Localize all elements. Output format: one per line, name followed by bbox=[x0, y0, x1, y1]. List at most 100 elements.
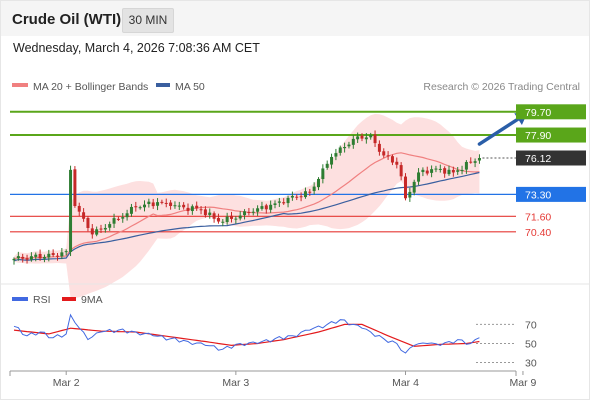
candle bbox=[129, 203, 133, 217]
candle-body bbox=[112, 218, 116, 224]
candle-body bbox=[47, 253, 51, 258]
candle-body bbox=[56, 255, 59, 257]
candle-body bbox=[95, 229, 99, 235]
candle bbox=[421, 167, 425, 177]
candle bbox=[451, 166, 455, 177]
candle-body bbox=[343, 147, 347, 149]
candle bbox=[390, 154, 394, 166]
candle bbox=[230, 211, 233, 223]
candle bbox=[60, 247, 64, 260]
candle-body bbox=[364, 137, 368, 140]
candle bbox=[156, 198, 160, 211]
x-tick-label: Mar 9 bbox=[510, 377, 537, 389]
candle-body bbox=[25, 258, 29, 260]
pivot-level-tag bbox=[516, 186, 586, 202]
candle bbox=[203, 206, 207, 218]
candle bbox=[147, 198, 151, 208]
resistance-level-tag bbox=[516, 104, 586, 120]
candle-body bbox=[282, 202, 286, 204]
candle-body bbox=[82, 212, 86, 219]
candle-body bbox=[230, 215, 233, 219]
candle bbox=[460, 165, 464, 175]
candle-body bbox=[464, 161, 468, 170]
candle bbox=[386, 151, 390, 160]
candle-body bbox=[269, 204, 273, 210]
candle bbox=[234, 216, 238, 224]
legend-swatch-ma20 bbox=[12, 83, 28, 87]
candle-body bbox=[143, 204, 146, 208]
candle bbox=[325, 160, 329, 170]
candle-body bbox=[386, 155, 390, 157]
candle-body bbox=[295, 196, 299, 198]
candle-body bbox=[312, 186, 316, 192]
candle-body bbox=[42, 257, 46, 259]
candle bbox=[199, 205, 203, 215]
candle-body bbox=[456, 170, 460, 172]
candle bbox=[243, 209, 247, 220]
legend-swatch-9ma bbox=[62, 297, 76, 301]
candle bbox=[42, 254, 46, 263]
candle bbox=[51, 249, 55, 258]
bollinger-band bbox=[14, 114, 480, 298]
candle bbox=[469, 157, 473, 164]
candle-body bbox=[121, 217, 125, 219]
candle bbox=[225, 212, 229, 225]
candle-body bbox=[12, 258, 16, 261]
candle-body bbox=[421, 169, 425, 173]
legend-label-ma50: MA 50 bbox=[175, 81, 205, 93]
candle bbox=[73, 166, 77, 208]
candle-body bbox=[216, 218, 220, 222]
candle-body bbox=[438, 168, 442, 170]
candle-body bbox=[90, 228, 94, 235]
candle bbox=[377, 140, 381, 156]
candle-body bbox=[369, 135, 373, 138]
candle bbox=[38, 249, 42, 261]
candle-body bbox=[404, 176, 407, 199]
candle-body bbox=[308, 191, 312, 193]
candle bbox=[373, 130, 377, 147]
candle-body bbox=[351, 138, 355, 145]
support-level-label: 71.60 bbox=[525, 211, 551, 223]
candle-body bbox=[51, 253, 55, 256]
candle bbox=[238, 211, 242, 221]
candle bbox=[338, 145, 342, 156]
candle-body bbox=[477, 158, 481, 161]
candle bbox=[364, 133, 368, 144]
trend-arrow-shaft bbox=[477, 117, 520, 146]
candle-body bbox=[160, 201, 164, 203]
x-tick-label: Mar 4 bbox=[392, 377, 419, 389]
candle bbox=[399, 162, 403, 181]
candle-body bbox=[395, 161, 399, 165]
candle bbox=[464, 160, 468, 174]
candle-body bbox=[360, 135, 364, 139]
candle bbox=[360, 133, 364, 142]
candle-body bbox=[21, 256, 25, 259]
candle-body bbox=[303, 191, 307, 198]
candle bbox=[216, 213, 220, 224]
interval-button[interactable]: 30 MIN bbox=[122, 8, 174, 33]
rsi-tick-label: 70 bbox=[525, 319, 537, 331]
candle bbox=[21, 253, 25, 263]
candle-body bbox=[199, 209, 203, 211]
candle-body bbox=[177, 205, 181, 207]
candle bbox=[182, 202, 186, 210]
candle bbox=[277, 197, 281, 207]
candle bbox=[77, 202, 81, 216]
candle bbox=[86, 216, 90, 232]
candle-body bbox=[221, 221, 225, 223]
candle bbox=[90, 224, 94, 239]
candle bbox=[34, 252, 38, 262]
candle bbox=[425, 166, 429, 176]
level-tags: 79.70 77.90 76.12 73.30 71.60 70.40 bbox=[516, 104, 586, 239]
candle-body bbox=[129, 206, 133, 214]
candle bbox=[273, 200, 277, 209]
candle bbox=[395, 157, 399, 169]
candle bbox=[308, 188, 312, 196]
candle-body bbox=[443, 168, 447, 174]
x-tick-label: Mar 2 bbox=[53, 377, 80, 389]
rsi-panel: 70 50 30 bbox=[13, 313, 537, 369]
candle bbox=[312, 182, 316, 195]
candle-body bbox=[447, 169, 451, 175]
candle-body bbox=[169, 202, 173, 206]
